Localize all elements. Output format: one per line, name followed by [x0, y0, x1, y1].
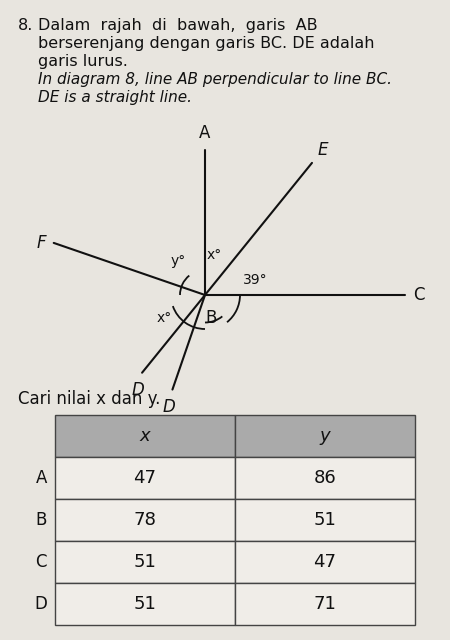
- Text: x: x: [140, 427, 150, 445]
- Text: E: E: [318, 141, 328, 159]
- Text: berserenjang dengan garis BC. DE adalah: berserenjang dengan garis BC. DE adalah: [38, 36, 374, 51]
- Text: 78: 78: [134, 511, 157, 529]
- Text: D: D: [132, 381, 144, 399]
- Bar: [235, 541, 415, 583]
- Bar: [55, 457, 235, 499]
- Text: D: D: [34, 595, 47, 613]
- Bar: [235, 583, 415, 625]
- Bar: [55, 415, 235, 457]
- Text: A: A: [36, 469, 47, 487]
- Text: 8.: 8.: [18, 18, 33, 33]
- Bar: [235, 499, 415, 541]
- Text: Dalam  rajah  di  bawah,  garis  AB: Dalam rajah di bawah, garis AB: [38, 18, 318, 33]
- Text: B: B: [205, 309, 217, 327]
- Text: garis lurus.: garis lurus.: [38, 54, 128, 69]
- Text: y: y: [320, 427, 330, 445]
- Text: 51: 51: [134, 553, 157, 571]
- Text: 47: 47: [314, 553, 337, 571]
- Text: D: D: [162, 397, 175, 415]
- Text: DE is a straight line.: DE is a straight line.: [38, 90, 192, 105]
- Text: B: B: [36, 511, 47, 529]
- Bar: [235, 457, 415, 499]
- Text: F: F: [36, 234, 46, 252]
- Bar: [55, 541, 235, 583]
- Text: x°: x°: [207, 248, 222, 262]
- Text: In diagram 8, line AB perpendicular to line BC.: In diagram 8, line AB perpendicular to l…: [38, 72, 392, 87]
- Text: 47: 47: [134, 469, 157, 487]
- Bar: [55, 499, 235, 541]
- Text: 51: 51: [134, 595, 157, 613]
- Text: 71: 71: [314, 595, 337, 613]
- Text: C: C: [36, 553, 47, 571]
- Text: A: A: [199, 124, 211, 142]
- Text: 86: 86: [314, 469, 337, 487]
- Text: y°: y°: [171, 254, 186, 268]
- Bar: [55, 583, 235, 625]
- Text: Cari nilai x dan y.: Cari nilai x dan y.: [18, 390, 160, 408]
- Text: 39°: 39°: [243, 273, 268, 287]
- Text: 51: 51: [314, 511, 337, 529]
- Text: C: C: [413, 286, 424, 304]
- Text: x°: x°: [157, 312, 172, 326]
- Bar: [235, 415, 415, 457]
